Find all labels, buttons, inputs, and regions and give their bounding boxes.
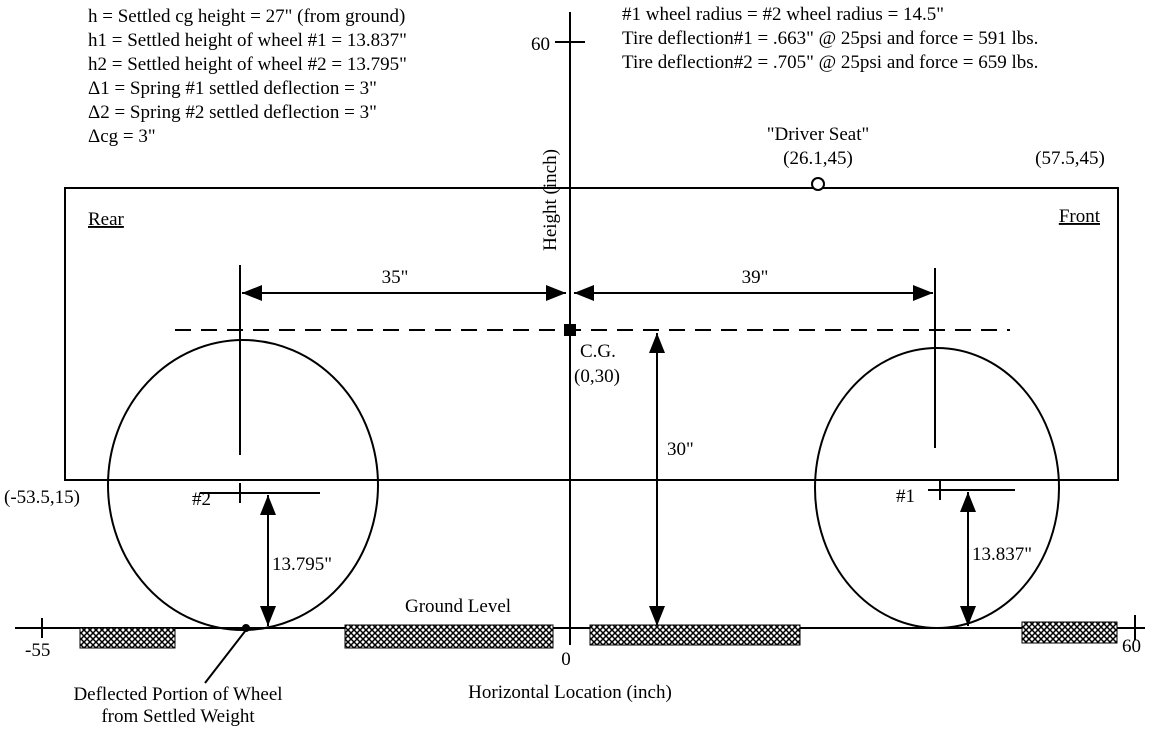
y-axis-label: Height (inch) xyxy=(540,149,561,251)
label: 13.837" xyxy=(972,544,1032,565)
label: 39" xyxy=(742,267,769,288)
label: C.G. xyxy=(580,341,616,362)
label: Rear xyxy=(88,209,125,230)
label: "Driver Seat" xyxy=(767,124,870,145)
label: 13.795" xyxy=(272,554,332,575)
label: (-53.5,15) xyxy=(4,487,80,508)
label: 35" xyxy=(382,267,409,288)
label: (57.5,45) xyxy=(1035,148,1105,169)
note: h2 = Settled height of wheel #2 = 13.795… xyxy=(88,54,407,75)
shapes xyxy=(15,12,1145,684)
label: from Settled Weight xyxy=(101,706,255,727)
note: #1 wheel radius = #2 wheel radius = 14.5… xyxy=(622,4,944,25)
label: 30" xyxy=(667,439,694,460)
x-tick-label: 60 xyxy=(1122,636,1141,657)
label: Ground Level xyxy=(405,596,511,617)
label: (26.1,45) xyxy=(783,148,853,169)
y-tick-label: 60 xyxy=(531,34,550,55)
texts: h = Settled cg height = 27" (from ground… xyxy=(4,4,1141,727)
note: Tire deflection#1 = .663" @ 25psi and fo… xyxy=(622,28,1038,49)
label: (0,30) xyxy=(574,366,620,387)
note: h1 = Settled height of wheel #1 = 13.837… xyxy=(88,30,407,51)
label: #1 xyxy=(896,486,915,507)
label: Front xyxy=(1059,206,1101,227)
label: Deflected Portion of Wheel xyxy=(73,684,282,705)
note: Tire deflection#2 = .705" @ 25psi and fo… xyxy=(622,52,1038,73)
note: Δ1 = Spring #1 settled deflection = 3" xyxy=(88,78,377,99)
note: Δcg = 3" xyxy=(88,126,156,147)
x-tick-label: 0 xyxy=(561,649,571,670)
label: #2 xyxy=(192,489,211,510)
x-axis-label: Horizontal Location (inch) xyxy=(468,682,672,703)
note: h = Settled cg height = 27" (from ground… xyxy=(88,6,405,27)
x-tick-label: -55 xyxy=(25,640,50,661)
note: Δ2 = Spring #2 settled deflection = 3" xyxy=(88,102,377,123)
